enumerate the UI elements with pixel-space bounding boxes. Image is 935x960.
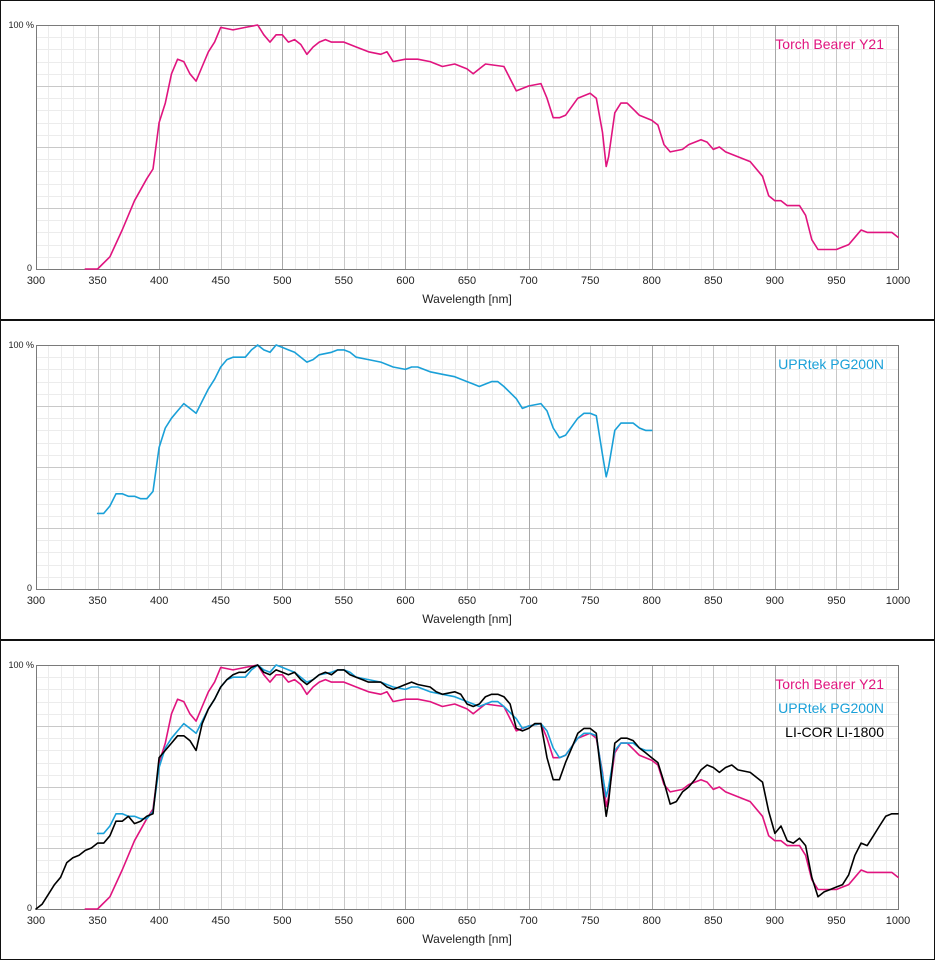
x-tick-label: 700 [519, 275, 537, 287]
x-tick-label: 450 [212, 595, 230, 607]
x-tick-label: 550 [335, 915, 353, 927]
x-tick-label: 350 [88, 915, 106, 927]
x-tick-label: 450 [212, 915, 230, 927]
x-tick-label: 500 [273, 595, 291, 607]
x-tick-label: 950 [827, 915, 845, 927]
x-tick-label: 750 [581, 595, 599, 607]
x-tick-label: 900 [766, 915, 784, 927]
x-tick-label: 300 [27, 595, 45, 607]
x-tick-label: 550 [335, 595, 353, 607]
x-tick-label: 650 [458, 915, 476, 927]
x-axis-label: Wavelength [nm] [422, 612, 512, 626]
x-tick-label: 700 [519, 915, 537, 927]
plot-frame [36, 25, 899, 270]
x-tick-label: 950 [827, 275, 845, 287]
plot-frame [36, 345, 899, 590]
x-tick-label: 850 [704, 595, 722, 607]
y-tick-label-top: 100 % [8, 340, 34, 350]
x-tick-label: 1000 [886, 275, 910, 287]
x-tick-label: 600 [396, 915, 414, 927]
x-axis-label: Wavelength [nm] [422, 932, 512, 946]
x-tick-label: 400 [150, 595, 168, 607]
x-tick-label: 500 [273, 915, 291, 927]
strong-grid [159, 665, 776, 909]
chart-svg: 100 % 0 300 350 400 450 500 550 600 650 700 750 800 8… [8, 660, 910, 946]
legend-entry: LI-COR LI-1800 [785, 724, 884, 740]
strong-grid [159, 345, 776, 589]
plot-frame [36, 665, 899, 910]
x-tick-label: 1000 [886, 595, 910, 607]
legend-entry: Torch Bearer Y21 [775, 36, 884, 52]
x-tick-label: 700 [519, 595, 537, 607]
y-tick-label-bottom: 0 [27, 903, 32, 913]
x-tick-label: 950 [827, 595, 845, 607]
y-tick-label-bottom: 0 [27, 263, 32, 273]
x-tick-label: 350 [88, 595, 106, 607]
chart-svg: 100 % 0 300 350 400 450 500 550 600 650 700 750 800 8… [8, 20, 910, 306]
x-tick-label: 350 [88, 275, 106, 287]
y-tick-label-top: 100 % [8, 20, 34, 30]
x-tick-label: 650 [458, 595, 476, 607]
series-line-uprtek-pg200n [96, 664, 653, 835]
y-tick-label-bottom: 0 [27, 583, 32, 593]
series-line-uprtek-pg200n [96, 344, 653, 515]
chart-svg: 100 % 0 300 350 400 450 500 550 600 650 700 750 800 8… [8, 340, 910, 626]
x-tick-label: 500 [273, 275, 291, 287]
x-tick-label: 800 [643, 915, 661, 927]
x-tick-label: 750 [581, 275, 599, 287]
x-tick-label: 850 [704, 275, 722, 287]
strong-grid [159, 25, 776, 269]
x-tick-label: 800 [643, 595, 661, 607]
series-line-li-cor-li-1800 [35, 664, 899, 910]
x-tick-label: 750 [581, 915, 599, 927]
x-tick-label: 1000 [886, 915, 910, 927]
x-tick-label: 600 [396, 595, 414, 607]
chart-panel-comparison: 100 % 0 300 350 400 450 500 550 600 650 700 750 800 8… [0, 640, 935, 960]
chart-panel-uprtek: 100 % 0 300 350 400 450 500 550 600 650 700 750 800 8… [0, 320, 935, 640]
x-tick-label: 900 [766, 275, 784, 287]
x-tick-label: 550 [335, 275, 353, 287]
x-tick-label: 650 [458, 275, 476, 287]
chart-panel-torch-bearer: 100 % 0 300 350 400 450 500 550 600 650 700 750 800 8… [0, 0, 935, 320]
series-line-torch-bearer-y21 [84, 664, 899, 910]
series-line-torch-bearer-y21 [84, 24, 899, 270]
y-tick-label-top: 100 % [8, 660, 34, 670]
legend-entry: UPRtek PG200N [778, 700, 884, 716]
x-tick-label: 800 [643, 275, 661, 287]
x-tick-label: 600 [396, 275, 414, 287]
x-tick-label: 400 [150, 915, 168, 927]
legend-entry: Torch Bearer Y21 [775, 676, 884, 692]
x-tick-label: 450 [212, 275, 230, 287]
x-tick-label: 300 [27, 275, 45, 287]
x-tick-label: 400 [150, 275, 168, 287]
legend-entry: UPRtek PG200N [778, 356, 884, 372]
x-tick-label: 850 [704, 915, 722, 927]
x-axis-label: Wavelength [nm] [422, 292, 512, 306]
x-tick-label: 900 [766, 595, 784, 607]
x-tick-label: 300 [27, 915, 45, 927]
